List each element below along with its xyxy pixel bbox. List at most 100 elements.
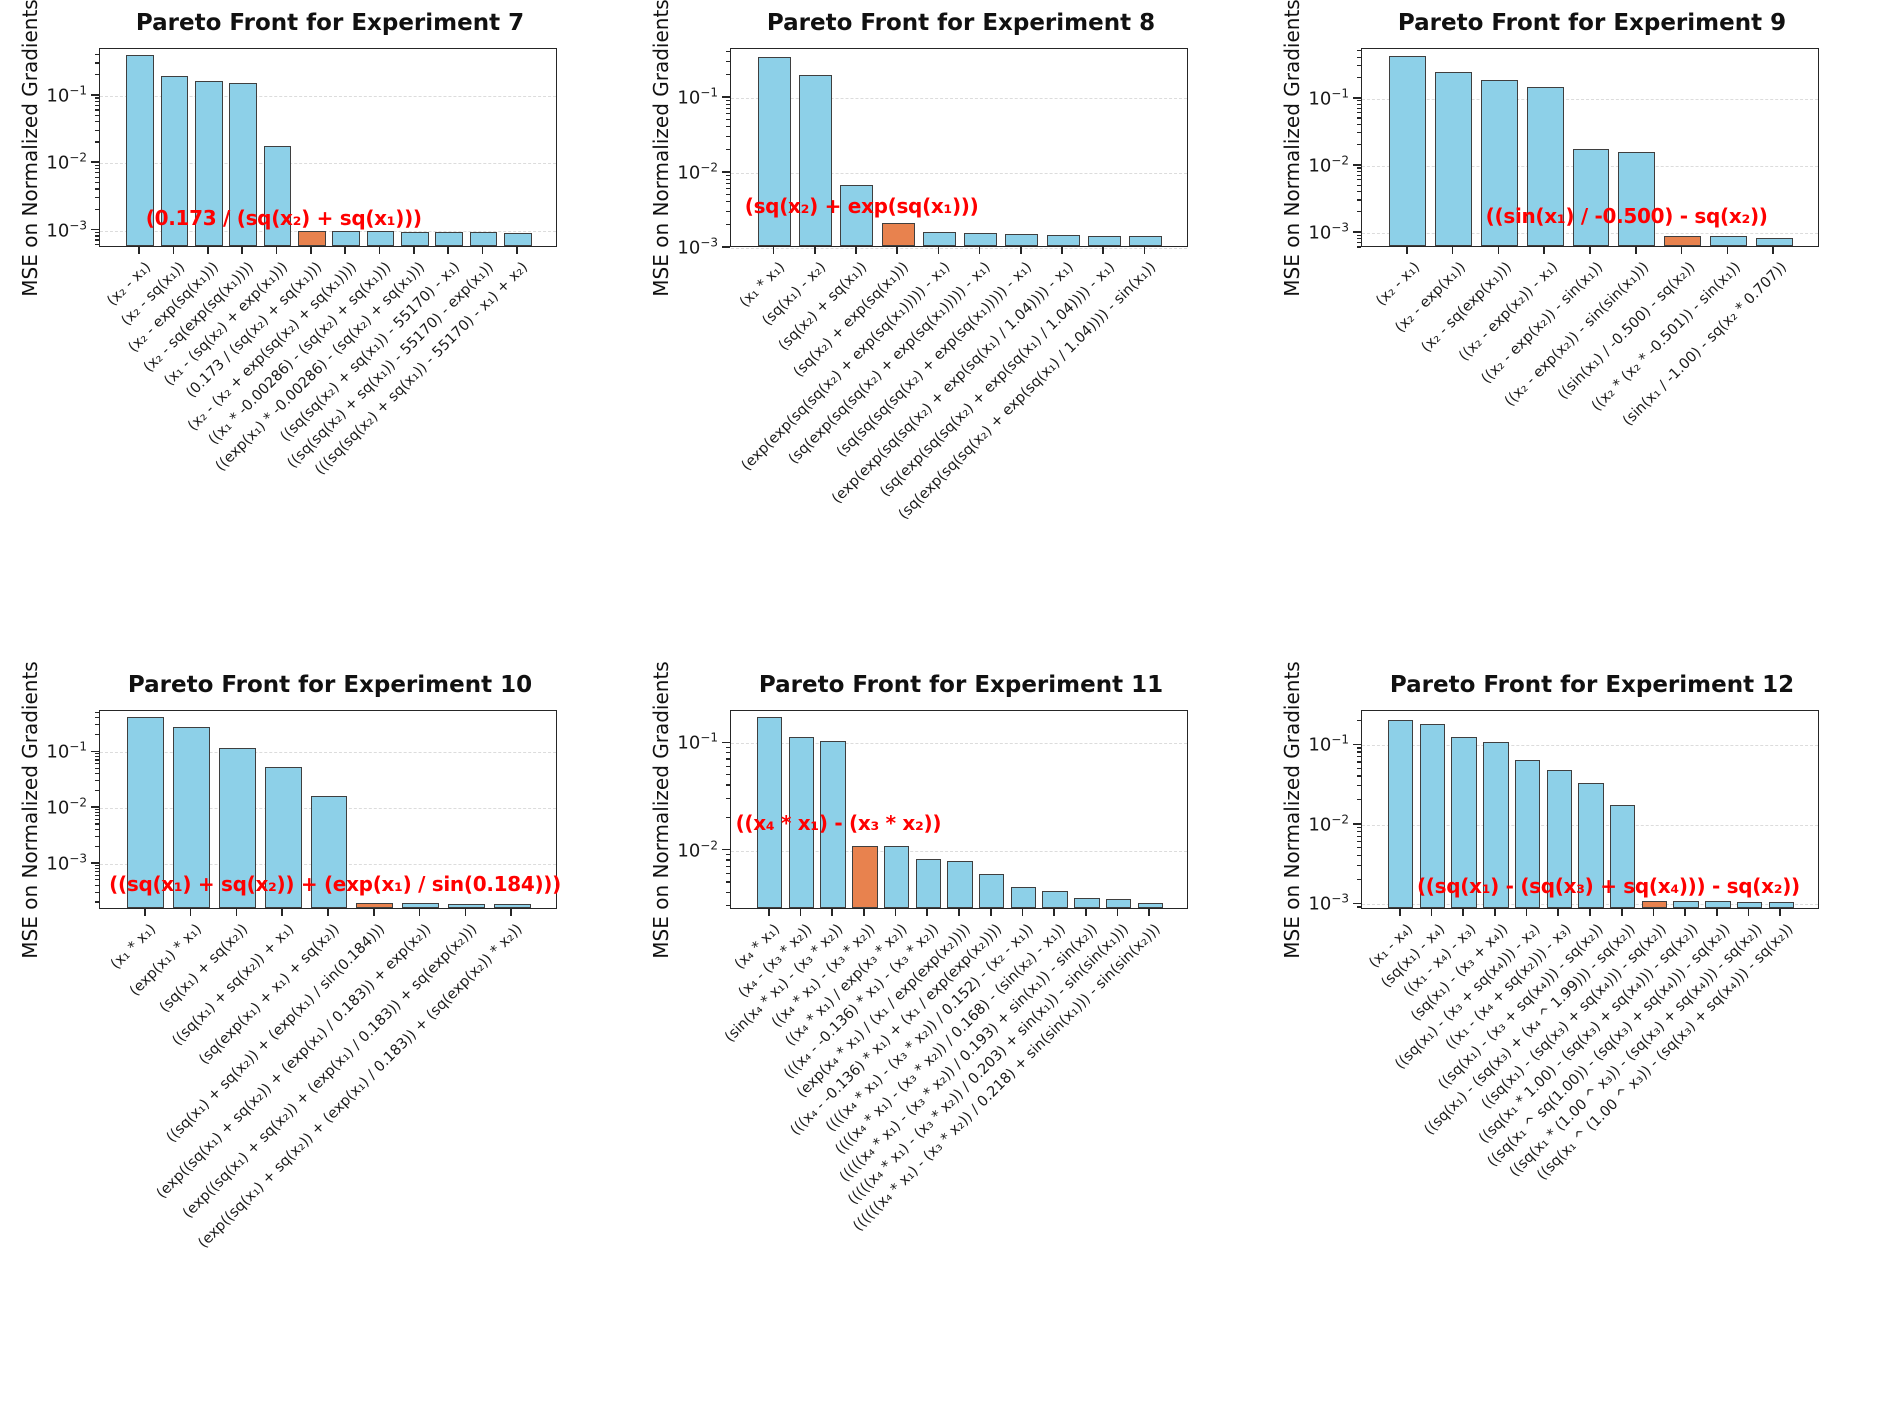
x-tick (1102, 247, 1105, 254)
y-minor-tick (94, 864, 99, 867)
y-minor-tick (725, 60, 730, 62)
y-tick-label: 10−1 (46, 83, 87, 107)
y-minor-tick (725, 223, 730, 225)
chart-title: Pareto Front for Experiment 10 (127, 672, 533, 698)
y-minor-tick (94, 239, 99, 241)
x-tick (1451, 247, 1454, 254)
y-major-tick (1353, 902, 1361, 905)
y-minor-tick (1356, 756, 1361, 758)
bar (310, 796, 348, 908)
bar-highlighted (298, 230, 326, 246)
x-tick (144, 909, 146, 916)
y-minor-tick (1356, 199, 1361, 201)
x-tick (1020, 247, 1022, 254)
x-tick (831, 909, 833, 916)
y-minor-tick (94, 733, 99, 736)
y-minor-tick (94, 779, 99, 782)
y-minor-tick (1356, 246, 1361, 248)
x-tick (1143, 247, 1146, 254)
pareto-annotation: ((sq(x₁) + sq(x₂)) + (exp(x₁) / sin(0.18… (109, 872, 561, 897)
y-minor-tick (1356, 847, 1361, 849)
x-tick (1497, 247, 1500, 254)
y-minor-tick (1356, 241, 1361, 244)
y-axis-label: MSE on Normalized Gradients (649, 660, 673, 959)
y-minor-tick (725, 103, 730, 105)
y-minor-tick (1356, 170, 1361, 172)
bar (1546, 770, 1572, 908)
y-minor-tick (94, 196, 99, 199)
y-major-tick (91, 161, 99, 164)
bar (332, 230, 360, 246)
x-tick (863, 909, 865, 916)
y-minor-tick (94, 121, 99, 123)
y-minor-tick (725, 872, 730, 875)
y-minor-tick (1356, 854, 1361, 857)
axes-box: (0.173 / (sq(x₂) + sq(x₁))) (99, 48, 557, 247)
pareto-annotation: ((sq(x₁) - (sq(x₃) + sq(x₄))) - sq(x₂)) (1416, 874, 1800, 899)
y-major-tick (722, 246, 730, 248)
x-tick (206, 247, 209, 254)
bar (758, 57, 791, 246)
y-minor-tick (725, 118, 730, 121)
x-tick (1406, 247, 1408, 254)
bar (1736, 901, 1763, 908)
y-minor-tick (725, 881, 730, 883)
x-tick (1680, 247, 1683, 254)
x-tick (310, 247, 312, 254)
y-minor-tick (94, 141, 99, 143)
x-tick (1726, 247, 1729, 254)
axes-box: ((x₄ * x₁) - (x₃ * x₂)) (730, 710, 1188, 909)
axes-box: (sq(x₂) + exp(sq(x₁))) (730, 48, 1188, 249)
pareto-annotation: ((x₄ * x₁) - (x₃ * x₂)) (735, 811, 942, 836)
chart-experiment-11: Pareto Front for Experiment 11 MSE on Nor… (631, 660, 1262, 1420)
y-minor-tick (94, 767, 99, 769)
y-minor-tick (1356, 238, 1361, 240)
bar (1526, 86, 1564, 246)
x-tick (896, 247, 898, 254)
y-minor-tick (1356, 747, 1361, 749)
y-gridline (100, 230, 556, 232)
y-minor-tick (725, 865, 730, 867)
y-minor-tick (1356, 50, 1361, 52)
x-tick (1557, 909, 1560, 916)
x-tick (447, 247, 450, 254)
bar-highlighted (881, 223, 915, 246)
bar-highlighted (852, 845, 878, 908)
y-minor-tick (725, 891, 730, 893)
axes-box: ((sin(x₁) / -0.500) - sq(x₂)) (1361, 48, 1819, 247)
y-minor-tick (725, 784, 730, 786)
bar (1046, 234, 1080, 246)
x-tick (767, 909, 770, 916)
x-tick (1543, 247, 1545, 254)
x-tick (1589, 909, 1591, 916)
bar (840, 184, 874, 246)
y-gridline (100, 752, 556, 754)
bar (1483, 741, 1509, 908)
y-major-tick (722, 741, 730, 744)
y-minor-tick (94, 724, 99, 726)
y-minor-tick (94, 835, 99, 837)
x-tick (1525, 909, 1528, 916)
y-gridline (731, 743, 1187, 745)
chart-title: Pareto Front for Experiment 9 (1397, 10, 1787, 36)
y-minor-tick (725, 148, 730, 150)
y-minor-tick (94, 164, 99, 166)
y-minor-tick (725, 859, 730, 861)
y-minor-tick (94, 109, 99, 111)
y-minor-tick (1356, 761, 1361, 763)
y-minor-tick (725, 752, 730, 754)
y-minor-tick (1356, 799, 1361, 801)
y-minor-tick (1356, 76, 1361, 79)
bar (1129, 236, 1162, 246)
y-minor-tick (1356, 840, 1361, 843)
y-minor-tick (94, 711, 99, 713)
bar (1105, 898, 1132, 908)
y-minor-tick (94, 772, 99, 775)
y-minor-tick (1356, 719, 1361, 721)
y-gridline (731, 850, 1187, 852)
x-tick (1061, 247, 1063, 254)
x-tick (772, 247, 775, 254)
x-tick (1085, 909, 1087, 916)
bar (173, 727, 210, 908)
